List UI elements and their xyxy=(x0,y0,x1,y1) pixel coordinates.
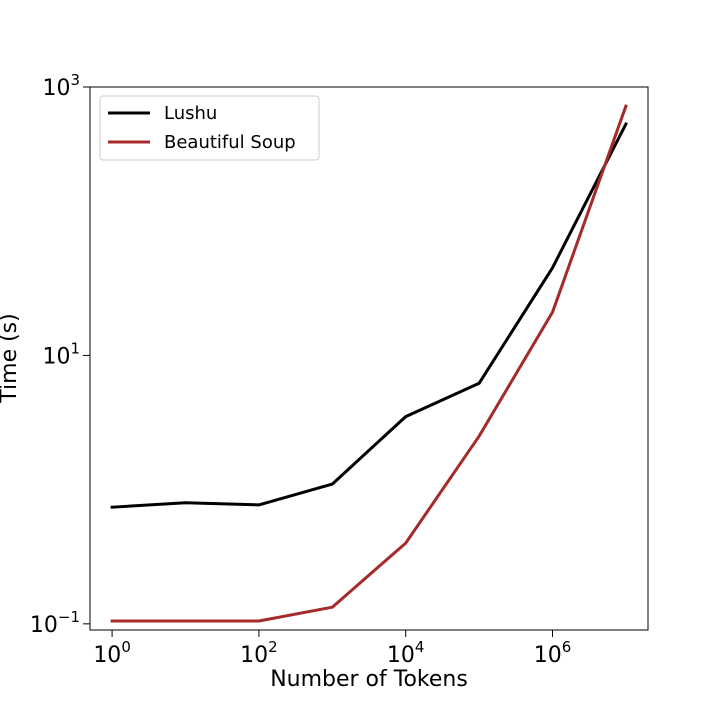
x-tick-label: 100 xyxy=(93,638,131,668)
y-tick-label: 10−1 xyxy=(30,608,80,638)
y-axis-ticks: 10−1 101 103 xyxy=(30,71,90,638)
x-axis-title: Number of Tokens xyxy=(270,667,468,692)
series-line-0 xyxy=(110,121,628,509)
x-axis-ticks: 100 102 104 106 xyxy=(93,630,571,668)
legend-label: Lushu xyxy=(164,103,217,124)
x-tick-label: 104 xyxy=(387,638,425,668)
x-tick-label: 102 xyxy=(240,638,278,668)
y-axis-title: Time (s) xyxy=(0,313,22,403)
plot-frame xyxy=(89,86,649,631)
legend-box xyxy=(99,95,320,161)
series-layer xyxy=(110,104,628,623)
legend-label: Beautiful Soup xyxy=(164,132,296,153)
y-tick-label: 101 xyxy=(42,339,80,369)
y-tick-label: 103 xyxy=(42,71,80,101)
series-line-1 xyxy=(110,104,628,623)
x-tick-label: 106 xyxy=(534,638,572,668)
legend: Lushu Beautiful Soup xyxy=(99,95,320,161)
